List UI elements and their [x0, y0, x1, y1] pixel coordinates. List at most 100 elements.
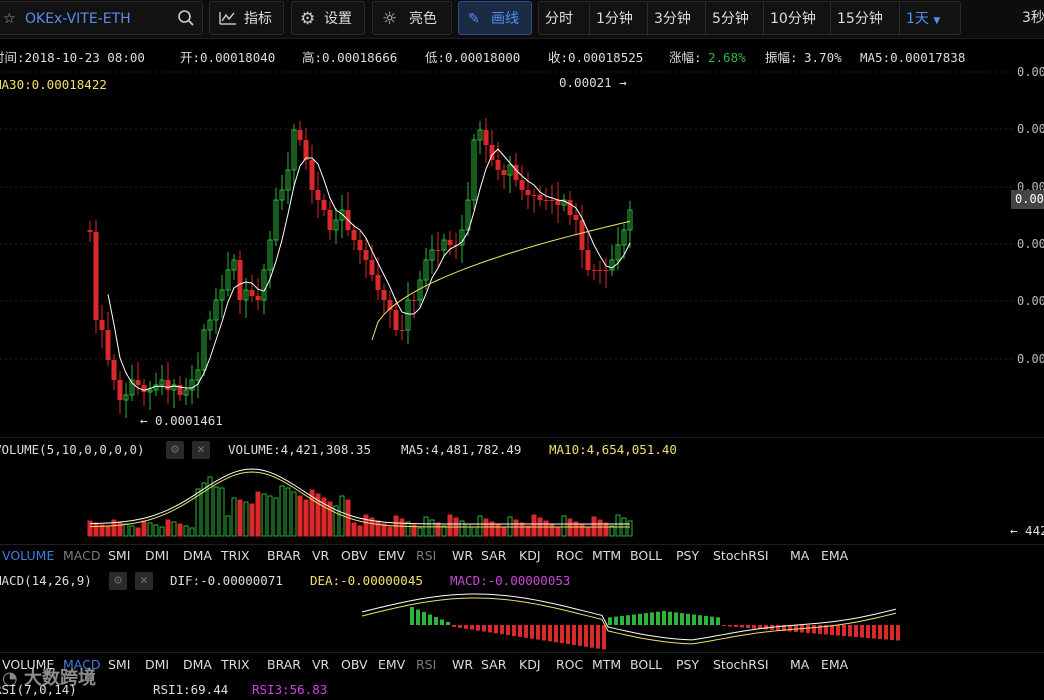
brightness-button[interactable]: ☼ 亮色	[372, 1, 452, 35]
draw-button[interactable]: ✎ 画线	[458, 1, 532, 35]
candle-body	[591, 270, 597, 271]
interval-10min[interactable]: 10分钟	[763, 2, 822, 36]
volume-tab-roc[interactable]: ROC	[556, 548, 584, 563]
volume-settings-icon[interactable]: ⚙	[166, 441, 184, 459]
volume-bar	[333, 505, 339, 537]
volume-tab-smi[interactable]: SMI	[108, 548, 131, 563]
rsi-rsi1: RSI1:69.44	[153, 682, 229, 697]
volume-tab-kdj[interactable]: KDJ	[519, 548, 541, 563]
macd-tab-psy[interactable]: PSY	[676, 657, 700, 672]
symbol-selector[interactable]: ☆ OKEx-VITE-ETH	[0, 1, 203, 35]
volume-bar	[129, 525, 135, 537]
candle-body	[171, 384, 177, 391]
macd-settings-icon[interactable]: ⚙	[109, 572, 127, 590]
volume-bar	[93, 522, 99, 537]
volume-bar	[429, 519, 435, 537]
macd-tab-vr[interactable]: VR	[312, 657, 330, 672]
volume-tab-boll[interactable]: BOLL	[630, 548, 663, 563]
volume-bar	[267, 495, 273, 537]
macd-bar	[668, 611, 672, 625]
macd-tab-sar[interactable]: SAR	[481, 657, 507, 672]
macd-tab-boll[interactable]: BOLL	[630, 657, 663, 672]
refresh-interval-label[interactable]: 3秒	[1022, 10, 1044, 26]
macd-bar	[764, 625, 768, 630]
star-icon[interactable]: ☆	[3, 11, 16, 27]
volume-tab-obv[interactable]: OBV	[341, 548, 368, 563]
macd-tab-emv[interactable]: EMV	[378, 657, 406, 672]
macd-tab-ma[interactable]: MA	[790, 657, 810, 672]
interval-3min[interactable]: 3分钟	[647, 2, 697, 36]
interval-timeline[interactable]: 分时	[545, 11, 573, 27]
macd-bar	[518, 625, 522, 637]
macd-tab-dma[interactable]: DMA	[183, 657, 212, 672]
volume-tab-vr[interactable]: VR	[312, 548, 330, 563]
candle-body	[603, 270, 609, 271]
macd-tab-ema[interactable]: EMA	[821, 657, 849, 672]
volume-bar	[411, 524, 417, 537]
macd-bar	[536, 625, 540, 640]
macd-bar	[632, 614, 636, 625]
candle-body	[429, 249, 435, 261]
macd-tab-roc[interactable]: ROC	[556, 657, 584, 672]
volume-tab-mtm[interactable]: MTM	[592, 548, 622, 563]
volume-bar	[171, 521, 177, 537]
indicators-button[interactable]: 指标	[209, 1, 284, 35]
volume-tab-dma[interactable]: DMA	[183, 548, 212, 563]
macd-bar	[794, 625, 798, 632]
macd-tab-stochrsi[interactable]: StochRSI	[713, 657, 769, 672]
volume-tab-ma[interactable]: MA	[790, 548, 810, 563]
macd-tab-trix[interactable]: TRIX	[221, 657, 250, 672]
volume-close-icon[interactable]: ✕	[192, 441, 210, 459]
candle-body	[285, 169, 291, 191]
settings-button[interactable]: ⚙ 设置	[291, 1, 365, 35]
volume-tab-emv[interactable]: EMV	[378, 548, 406, 563]
volume-tab-wr[interactable]: WR	[452, 548, 474, 563]
volume-tab-sar[interactable]: SAR	[481, 548, 507, 563]
interval-1min[interactable]: 1分钟	[589, 2, 639, 36]
search-icon[interactable]	[177, 2, 195, 36]
candle-body	[261, 269, 267, 301]
volume-bar	[111, 519, 117, 537]
volume-tab-macd[interactable]: MACD	[63, 548, 101, 563]
macd-tab-volume[interactable]: VOLUME	[2, 657, 55, 672]
volume-bar	[513, 519, 519, 537]
candle-body	[339, 209, 345, 221]
volume-tab-brar[interactable]: BRAR	[267, 548, 301, 563]
volume-ma10-line	[89, 471, 630, 528]
volume-bar	[495, 524, 501, 537]
macd-bar	[506, 625, 510, 636]
volume-tab-stochrsi[interactable]: StochRSI	[713, 548, 769, 563]
volume-tab-rsi[interactable]: RSI	[416, 548, 437, 563]
macd-tab-mtm[interactable]: MTM	[592, 657, 622, 672]
rsi-rsi3: RSI3:56.83	[252, 682, 328, 697]
macd-tab-dmi[interactable]: DMI	[145, 657, 170, 672]
macd-tab-wr[interactable]: WR	[452, 657, 474, 672]
volume-tab-trix[interactable]: TRIX	[221, 548, 250, 563]
volume-tab-ema[interactable]: EMA	[821, 548, 849, 563]
macd-close-icon[interactable]: ✕	[135, 572, 153, 590]
macd-tab-rsi[interactable]: RSI	[416, 657, 437, 672]
volume-bar	[291, 491, 297, 537]
macd-tab-smi[interactable]: SMI	[108, 657, 131, 672]
macd-tab-macd[interactable]: MACD	[63, 657, 101, 672]
macd-bar	[824, 625, 828, 635]
macd-bar	[638, 613, 642, 625]
macd-tab-kdj[interactable]: KDJ	[519, 657, 541, 672]
interval-5min[interactable]: 5分钟	[705, 2, 755, 36]
interval-1day-dropdown[interactable]: 1天 ▼	[899, 2, 963, 36]
volume-tab-psy[interactable]: PSY	[676, 548, 700, 563]
volume-tab-dmi[interactable]: DMI	[145, 548, 170, 563]
macd-bar	[728, 625, 732, 627]
volume-bar	[561, 515, 567, 537]
macd-bar	[830, 625, 834, 635]
macd-tab-brar[interactable]: BRAR	[267, 657, 301, 672]
current-price-tag: 0.00	[1011, 190, 1044, 209]
volume-tab-volume[interactable]: VOLUME	[2, 548, 55, 563]
interval-15min[interactable]: 15分钟	[830, 2, 889, 36]
macd-bar	[650, 612, 654, 625]
volume-bar	[501, 527, 507, 537]
price-axis-label: 0.00	[1017, 122, 1044, 136]
volume-bar	[231, 497, 237, 537]
macd-tab-obv[interactable]: OBV	[341, 657, 368, 672]
